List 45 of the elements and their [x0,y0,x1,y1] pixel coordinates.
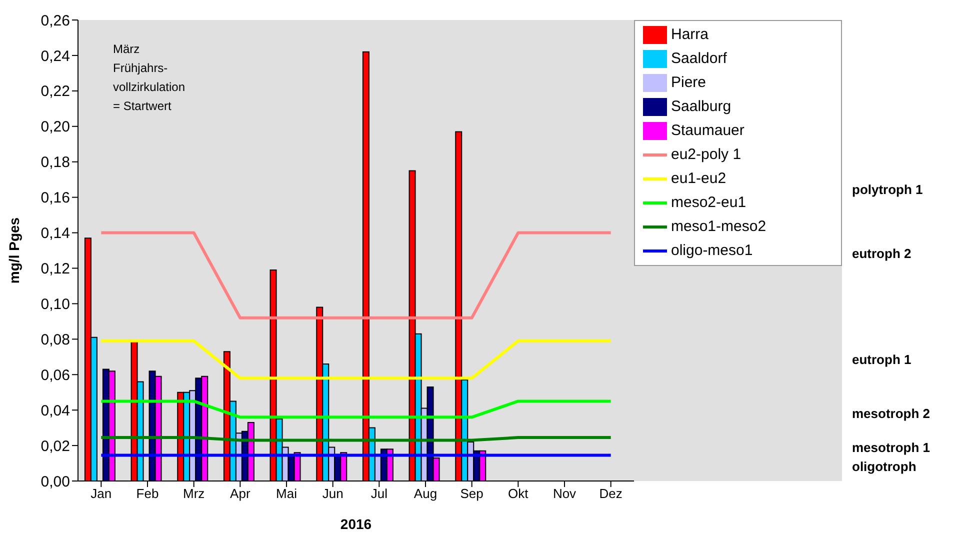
y-tick-label: 0,08 [40,331,70,348]
y-axis-title: mg/l Pges [6,217,22,284]
text: eutroph 2 [852,246,912,262]
y-tick-label: 0,12 [40,260,70,278]
x-axis-title: 2016 [340,516,372,532]
legend-label: Staumauer [671,122,744,139]
legend-label: meso1-meso2 [671,218,766,235]
legend-label: eu1-eu2 [671,170,726,187]
y-tick-label: 0,10 [40,296,70,314]
annotation: März Frühjahrs- vollzirkulation = Startwert [113,41,186,115]
y-tick-label: 0,18 [40,154,70,172]
x-tick-label: Sep [460,486,484,502]
x-tick-label: Feb [136,486,159,502]
text: mesotroph 1 [852,440,930,456]
x-tick-label: Mai [276,486,298,502]
text: mesotroph 2 [852,406,930,421]
y-tick-label: 0,26 [40,12,70,30]
legend-label: Piere [671,74,706,91]
y-tick-label: 0,00 [40,473,70,490]
y-tick-label: 0,20 [40,118,70,136]
x-tick-label: Jun [322,486,344,502]
text: polytroph 1 [852,182,923,198]
legend-label: Saaldorf [671,50,727,67]
legend-label: Harra [671,26,709,43]
legend-label: meso2-eu1 [671,194,746,211]
x-tick-label: Apr [230,486,251,502]
x-tick-label: Okt [508,486,529,502]
text: eutroph 1 [852,352,912,368]
text: oligotroph [852,459,916,474]
x-tick-label: Jan [90,486,112,502]
y-tick-label: 0,16 [40,190,70,207]
legend-label: Saalburg [671,98,732,115]
x-tick-label: Mrz [182,486,205,502]
y-tick-label: 0,22 [40,83,70,100]
y-tick-label: 0,02 [40,438,70,455]
legend-label: oligo-meso1 [671,242,753,259]
y-tick-label: 0,06 [40,366,70,384]
x-tick-label: Nov [552,486,577,502]
y-tick-label: 0,24 [40,48,70,65]
x-tick-label: Jul [370,486,388,502]
y-tick-label: 0,04 [40,402,70,420]
y-tick-label: 0,14 [40,225,70,242]
x-tick-label: Dez [599,486,622,502]
x-tick-label: Aug [414,486,438,502]
legend-label: eu2-poly 1 [671,146,742,163]
